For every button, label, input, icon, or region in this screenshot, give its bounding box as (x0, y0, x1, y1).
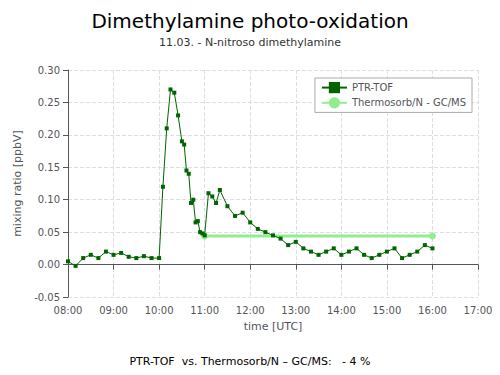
svg-text:15:00: 15:00 (372, 305, 401, 316)
svg-text:time [UTC]: time [UTC] (244, 320, 303, 333)
svg-text:0.10: 0.10 (38, 194, 60, 205)
svg-text:0.00: 0.00 (38, 259, 60, 270)
svg-text:0.05: 0.05 (38, 227, 60, 238)
svg-text:10:00: 10:00 (145, 305, 174, 316)
svg-text:0.20: 0.20 (38, 129, 60, 140)
svg-text:Dimethylamine photo-oxidation: Dimethylamine photo-oxidation (91, 9, 408, 33)
svg-text:13:00: 13:00 (281, 305, 310, 316)
svg-text:17:00: 17:00 (464, 305, 493, 316)
svg-text:PTR-TOF vs. Thermosorb/N – GC: PTR-TOF vs. Thermosorb/N – GC/MS: - 4 % (129, 355, 370, 368)
svg-text:0.15: 0.15 (38, 162, 60, 173)
svg-text:14:00: 14:00 (327, 305, 356, 316)
svg-text:Thermosorb/N - GC/MS: Thermosorb/N - GC/MS (351, 97, 466, 108)
svg-text:mixing ratio [ppbV]: mixing ratio [ppbV] (11, 130, 24, 237)
svg-text:-0.05: -0.05 (34, 292, 60, 303)
svg-text:0.25: 0.25 (38, 97, 60, 108)
svg-text:PTR-TOF: PTR-TOF (352, 82, 393, 93)
svg-text:16:00: 16:00 (418, 305, 447, 316)
svg-text:11.03. - N-nitroso dimethylami: 11.03. - N-nitroso dimethylamine (159, 36, 341, 49)
svg-text:12:00: 12:00 (236, 305, 265, 316)
svg-text:11:00: 11:00 (190, 305, 219, 316)
svg-text:09:00: 09:00 (99, 305, 128, 316)
svg-text:08:00: 08:00 (54, 305, 83, 316)
svg-text:0.30: 0.30 (38, 65, 60, 76)
